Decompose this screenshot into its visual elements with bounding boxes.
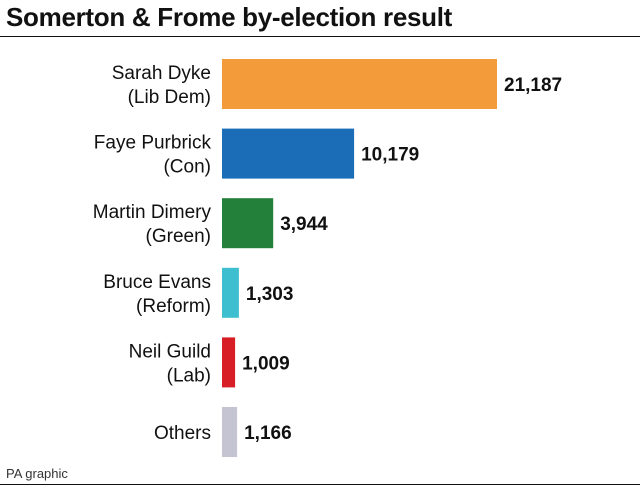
bar-2: [222, 198, 274, 249]
bottom-divider: [0, 484, 640, 485]
title-divider: [0, 36, 640, 37]
value-label-0: 21,187: [504, 75, 562, 96]
value-label-5: 1,166: [244, 423, 292, 444]
chart-title: Somerton & Frome by-election result: [6, 2, 453, 32]
source-credit: PA graphic: [6, 466, 68, 481]
bar-3: [222, 267, 239, 318]
bar-4: [222, 337, 236, 388]
category-label-3: Bruce Evans (Reform): [103, 272, 211, 317]
category-label-2: Martin Dimery (Green): [93, 202, 212, 247]
category-label-5: Others: [154, 423, 211, 444]
bar-0: [222, 59, 497, 109]
bar-1: [222, 128, 355, 179]
category-label-4: Neil Guild (Lab): [129, 341, 211, 386]
value-label-4: 1,009: [242, 353, 290, 374]
category-label-0: Sarah Dyke (Lib Dem): [112, 63, 211, 108]
value-label-2: 3,944: [280, 214, 328, 235]
bar-5: [222, 407, 238, 457]
value-label-3: 1,303: [246, 284, 294, 305]
category-label-1: Faye Purbrick (Con): [94, 133, 212, 178]
value-label-1: 10,179: [361, 145, 419, 166]
